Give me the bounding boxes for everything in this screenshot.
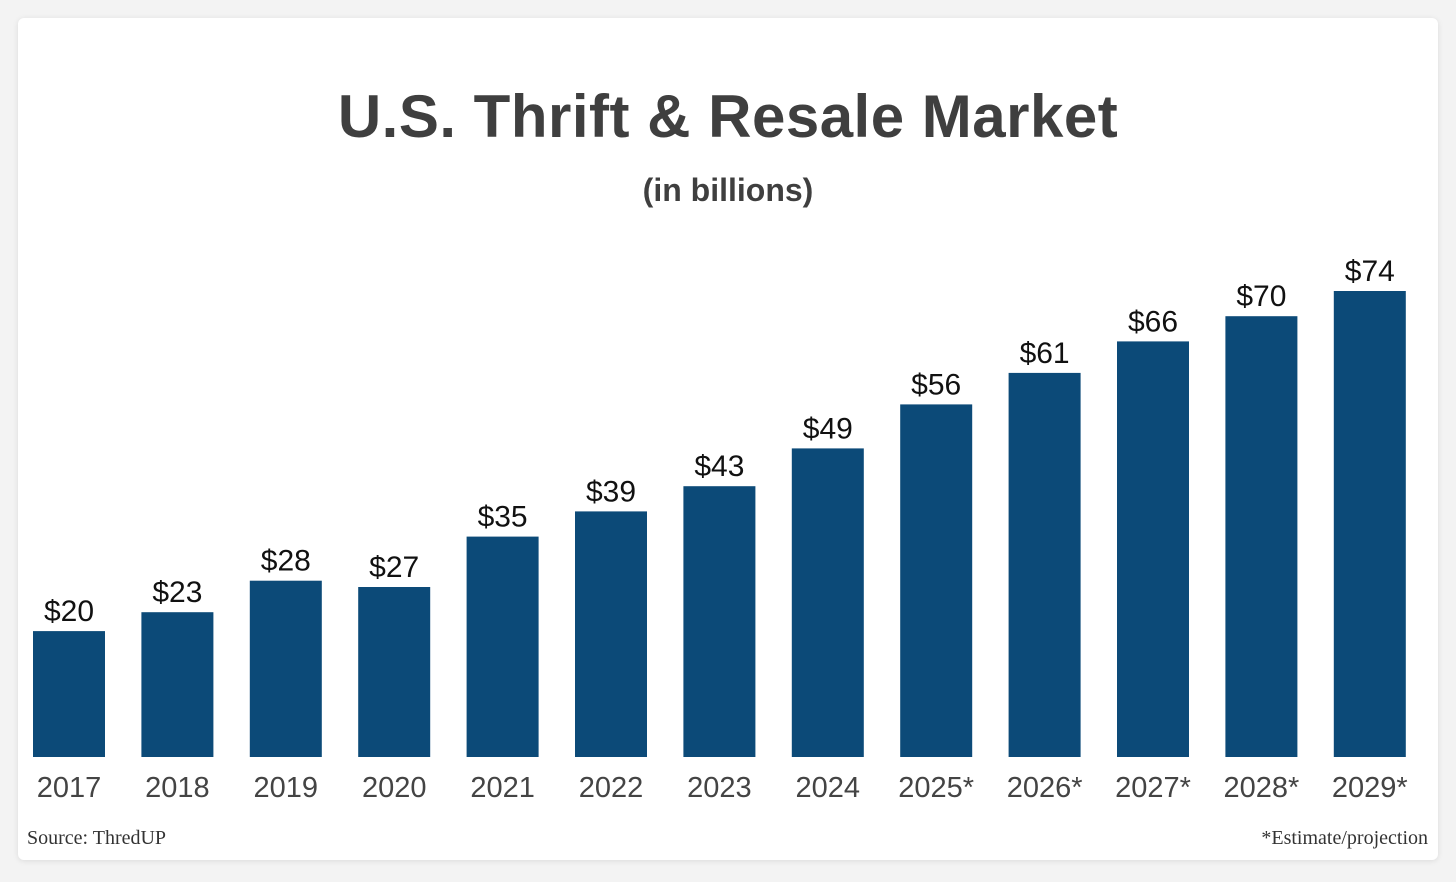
data-label: $28 [261, 545, 311, 578]
chart-title: U.S. Thrift & Resale Market [337, 83, 1119, 150]
bar-2024 [791, 448, 864, 757]
data-label: $74 [1345, 255, 1395, 288]
bar-2027 [1117, 341, 1189, 757]
data-label: $56 [911, 368, 961, 401]
data-label: $66 [1128, 305, 1178, 338]
bar-2025 [900, 404, 973, 757]
x-tick-label: 2029* [1332, 772, 1408, 804]
data-label: $61 [1020, 337, 1070, 370]
x-tick-label: 2023 [687, 772, 752, 804]
x-tick-label: 2020 [362, 772, 427, 804]
x-tick-label: 2025* [898, 772, 974, 804]
x-tick-label: 2019 [254, 772, 319, 804]
data-label: $39 [586, 475, 636, 508]
data-label: $70 [1236, 280, 1286, 313]
bar-2018 [141, 612, 214, 757]
bar-2026 [1008, 372, 1081, 757]
bar-2029 [1333, 291, 1406, 757]
bar-2022 [575, 511, 647, 757]
data-label: $49 [803, 412, 853, 445]
bar-2019 [249, 580, 322, 757]
bar-2028 [1225, 316, 1298, 757]
data-label: $20 [44, 595, 94, 628]
x-tick-label: 2021 [470, 772, 535, 804]
data-label: $27 [369, 551, 419, 584]
x-tick-label: 2028* [1223, 772, 1299, 804]
bar-2021 [466, 536, 539, 757]
source-note: Source: ThredUP [27, 827, 167, 849]
bar-2017 [33, 631, 105, 757]
bar-2023 [683, 486, 756, 757]
data-label: $35 [478, 501, 528, 534]
chart-subtitle: (in billions) [642, 172, 814, 208]
data-label: $43 [694, 450, 744, 483]
x-tick-label: 2017 [37, 772, 102, 804]
x-tick-label: 2018 [145, 772, 210, 804]
x-tick-label: 2026* [1007, 772, 1083, 804]
estimate-note: *Estimate/projection [1261, 827, 1428, 849]
x-tick-label: 2022 [579, 772, 644, 804]
x-tick-label: 2024 [796, 772, 861, 804]
data-label: $23 [152, 576, 202, 609]
x-tick-label: 2027* [1115, 772, 1191, 804]
bar-2020 [358, 587, 431, 757]
